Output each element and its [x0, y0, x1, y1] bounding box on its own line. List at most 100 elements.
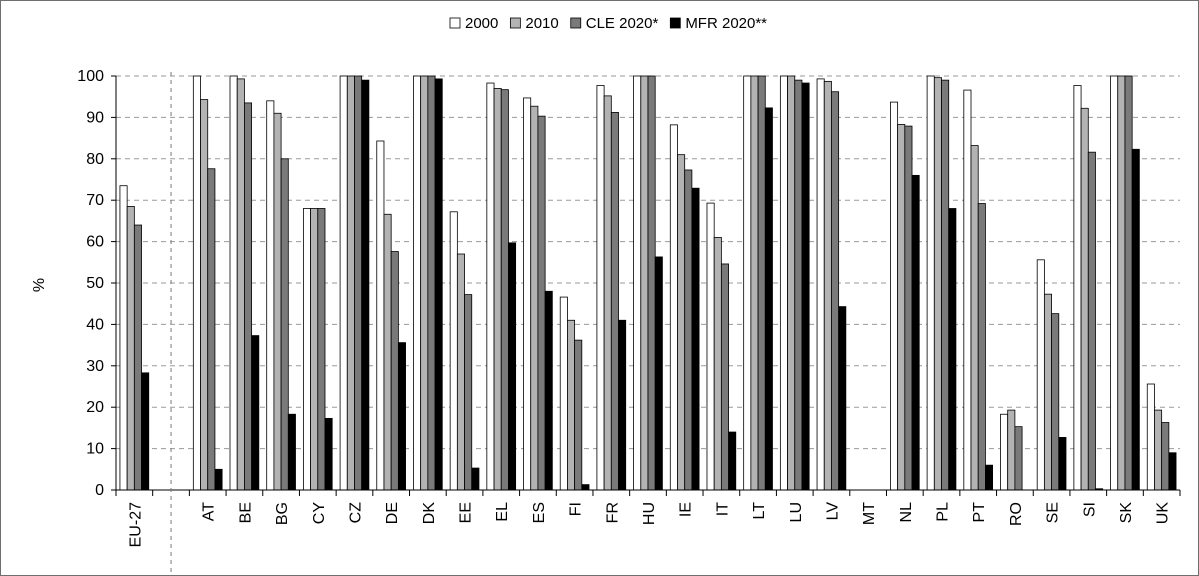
bar-FI-mfr-2020- — [581, 484, 590, 491]
bar-SI-cle-2020- — [1087, 151, 1096, 491]
bar-EE-cle-2020- — [464, 294, 473, 491]
bar-RO-2010 — [1007, 409, 1016, 491]
bar-LT-2010 — [750, 75, 759, 491]
legend-label-1: 2010 — [525, 15, 558, 32]
bar-PT-mfr-2020- — [985, 464, 994, 491]
bar-CZ-cle-2020- — [354, 75, 363, 491]
bar-BE-cle-2020- — [244, 102, 253, 491]
bar-CZ-2000 — [339, 75, 348, 491]
y-tick-label-10: 100 — [77, 68, 104, 85]
legend-swatch-1 — [509, 17, 521, 29]
x-tick-label-it: IT — [714, 502, 731, 516]
x-tick-label-fr: FR — [604, 502, 621, 523]
x-tick-label-eu-27: EU-27 — [127, 502, 144, 547]
bar-EU-27-2010 — [126, 206, 135, 491]
bar-SE-cle-2020- — [1051, 313, 1060, 491]
x-tick-label-ro: RO — [1008, 502, 1025, 526]
bar-SE-2000 — [1036, 259, 1045, 491]
bar-DE-2010 — [383, 213, 392, 491]
bar-SE-mfr-2020- — [1058, 437, 1067, 491]
bar-RO-2000 — [1000, 413, 1009, 491]
bar-CZ-2010 — [346, 75, 355, 491]
x-tick-label-be: BE — [237, 502, 254, 523]
bar-LT-mfr-2020- — [764, 107, 773, 491]
bar-FR-2010 — [603, 95, 612, 491]
x-tick-label-cz: CZ — [347, 502, 364, 524]
x-tick-label-ee: EE — [458, 502, 475, 523]
bar-IT-mfr-2020- — [728, 431, 737, 491]
bar-SE-2010 — [1043, 293, 1052, 491]
x-tick-label-hu: HU — [641, 502, 658, 525]
bar-EE-2000 — [449, 211, 458, 491]
bar-SI-2000 — [1073, 85, 1082, 491]
bar-HU-2010 — [640, 75, 649, 491]
bar-PL-cle-2020- — [941, 79, 950, 491]
y-tick-label-4: 40 — [86, 316, 104, 333]
bar-UK-2000 — [1146, 383, 1155, 491]
x-tick-label-at: AT — [201, 502, 218, 521]
x-tick-label-pl: PL — [935, 502, 952, 522]
bar-DK-2010 — [420, 75, 429, 491]
bar-NL-mfr-2020- — [911, 174, 920, 491]
bar-BE-2000 — [229, 75, 238, 491]
bar-BG-mfr-2020- — [287, 413, 296, 491]
bar-FI-2000 — [559, 296, 568, 491]
bar-SK-cle-2020- — [1124, 75, 1133, 491]
bar-FR-cle-2020- — [610, 112, 619, 491]
x-tick-label-nl: NL — [898, 502, 915, 523]
bar-EL-2010 — [493, 88, 502, 491]
bar-ES-cle-2020- — [537, 115, 546, 491]
bar-FI-2010 — [567, 319, 576, 491]
bar-ES-mfr-2020- — [544, 290, 553, 491]
y-tick-label-8: 80 — [86, 151, 104, 168]
y-tick-label-1: 10 — [86, 441, 104, 458]
legend-label-0: 2000 — [465, 15, 498, 32]
bar-AT-2000 — [192, 75, 201, 491]
bar-EL-cle-2020- — [500, 89, 509, 491]
bar-EU-27-2000 — [119, 185, 128, 491]
y-tick-label-6: 60 — [86, 234, 104, 251]
x-tick-label-mt: MT — [861, 502, 878, 525]
bar-FR-mfr-2020- — [618, 319, 627, 491]
bar-EU-27-mfr-2020- — [141, 372, 150, 491]
legend-label-3: MFR 2020** — [685, 15, 767, 32]
bar-BE-2010 — [236, 78, 245, 491]
y-tick-label-9: 90 — [86, 109, 104, 126]
bar-IT-cle-2020- — [720, 263, 729, 491]
bar-SK-mfr-2020- — [1131, 148, 1140, 491]
bar-DE-2000 — [376, 140, 385, 491]
bar-PT-2010 — [970, 145, 979, 491]
bar-DE-mfr-2020- — [397, 342, 406, 491]
bar-IE-cle-2020- — [684, 169, 693, 491]
x-tick-label-si: SI — [1081, 502, 1098, 517]
x-tick-label-es: ES — [531, 502, 548, 523]
bar-FI-cle-2020- — [574, 339, 583, 491]
bar-PL-2000 — [926, 75, 935, 491]
y-tick-label-0: 0 — [95, 482, 104, 499]
bar-DK-2000 — [413, 75, 422, 491]
bar-EE-2010 — [456, 253, 465, 491]
x-tick-label-el: EL — [494, 502, 511, 522]
x-tick-label-ie: IE — [678, 502, 695, 517]
x-tick-label-bg: BG — [274, 502, 291, 525]
bar-RO-cle-2020- — [1014, 426, 1023, 491]
bar-LT-2000 — [743, 75, 752, 491]
bar-CY-2010 — [310, 208, 319, 491]
bar-AT-mfr-2020- — [214, 468, 223, 491]
bar-ES-2000 — [523, 97, 532, 491]
y-tick-label-2: 20 — [86, 399, 104, 416]
bar-LU-mfr-2020- — [801, 82, 810, 491]
legend-label-2: CLE 2020* — [586, 15, 659, 32]
bar-DE-cle-2020- — [390, 251, 399, 491]
bar-EE-mfr-2020- — [471, 467, 480, 491]
bar-IE-mfr-2020- — [691, 187, 700, 491]
bar-SK-2000 — [1110, 75, 1119, 491]
bar-IE-2000 — [669, 124, 678, 491]
bar-NL-cle-2020- — [904, 125, 913, 491]
legend-swatch-2 — [570, 17, 582, 29]
bar-HU-mfr-2020- — [654, 256, 663, 491]
bar-ES-2010 — [530, 105, 539, 491]
x-tick-label-pt: PT — [971, 502, 988, 523]
bar-NL-2000 — [890, 101, 899, 491]
bar-HU-cle-2020- — [647, 75, 656, 491]
